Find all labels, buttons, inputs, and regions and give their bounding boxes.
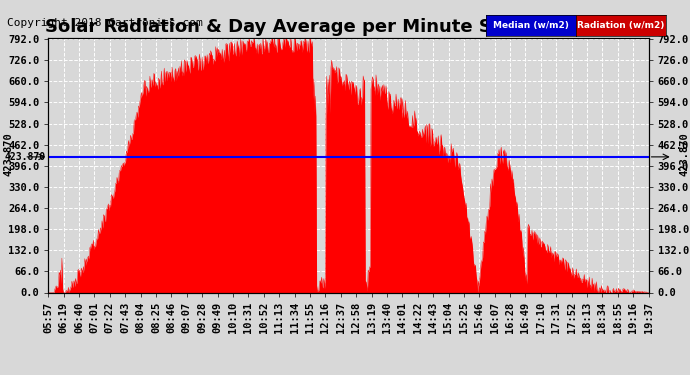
Text: Copyright 2018 Cartronics.com: Copyright 2018 Cartronics.com: [7, 18, 203, 28]
Text: Median (w/m2): Median (w/m2): [493, 21, 569, 30]
Title: Solar Radiation & Day Average per Minute Sat Aug 11 19:54: Solar Radiation & Day Average per Minute…: [45, 18, 652, 36]
Text: 423.870: 423.870: [3, 132, 13, 176]
Text: 423.870: 423.870: [4, 152, 46, 162]
Text: Radiation (w/m2): Radiation (w/m2): [578, 21, 664, 30]
Text: 423.870: 423.870: [680, 132, 689, 176]
